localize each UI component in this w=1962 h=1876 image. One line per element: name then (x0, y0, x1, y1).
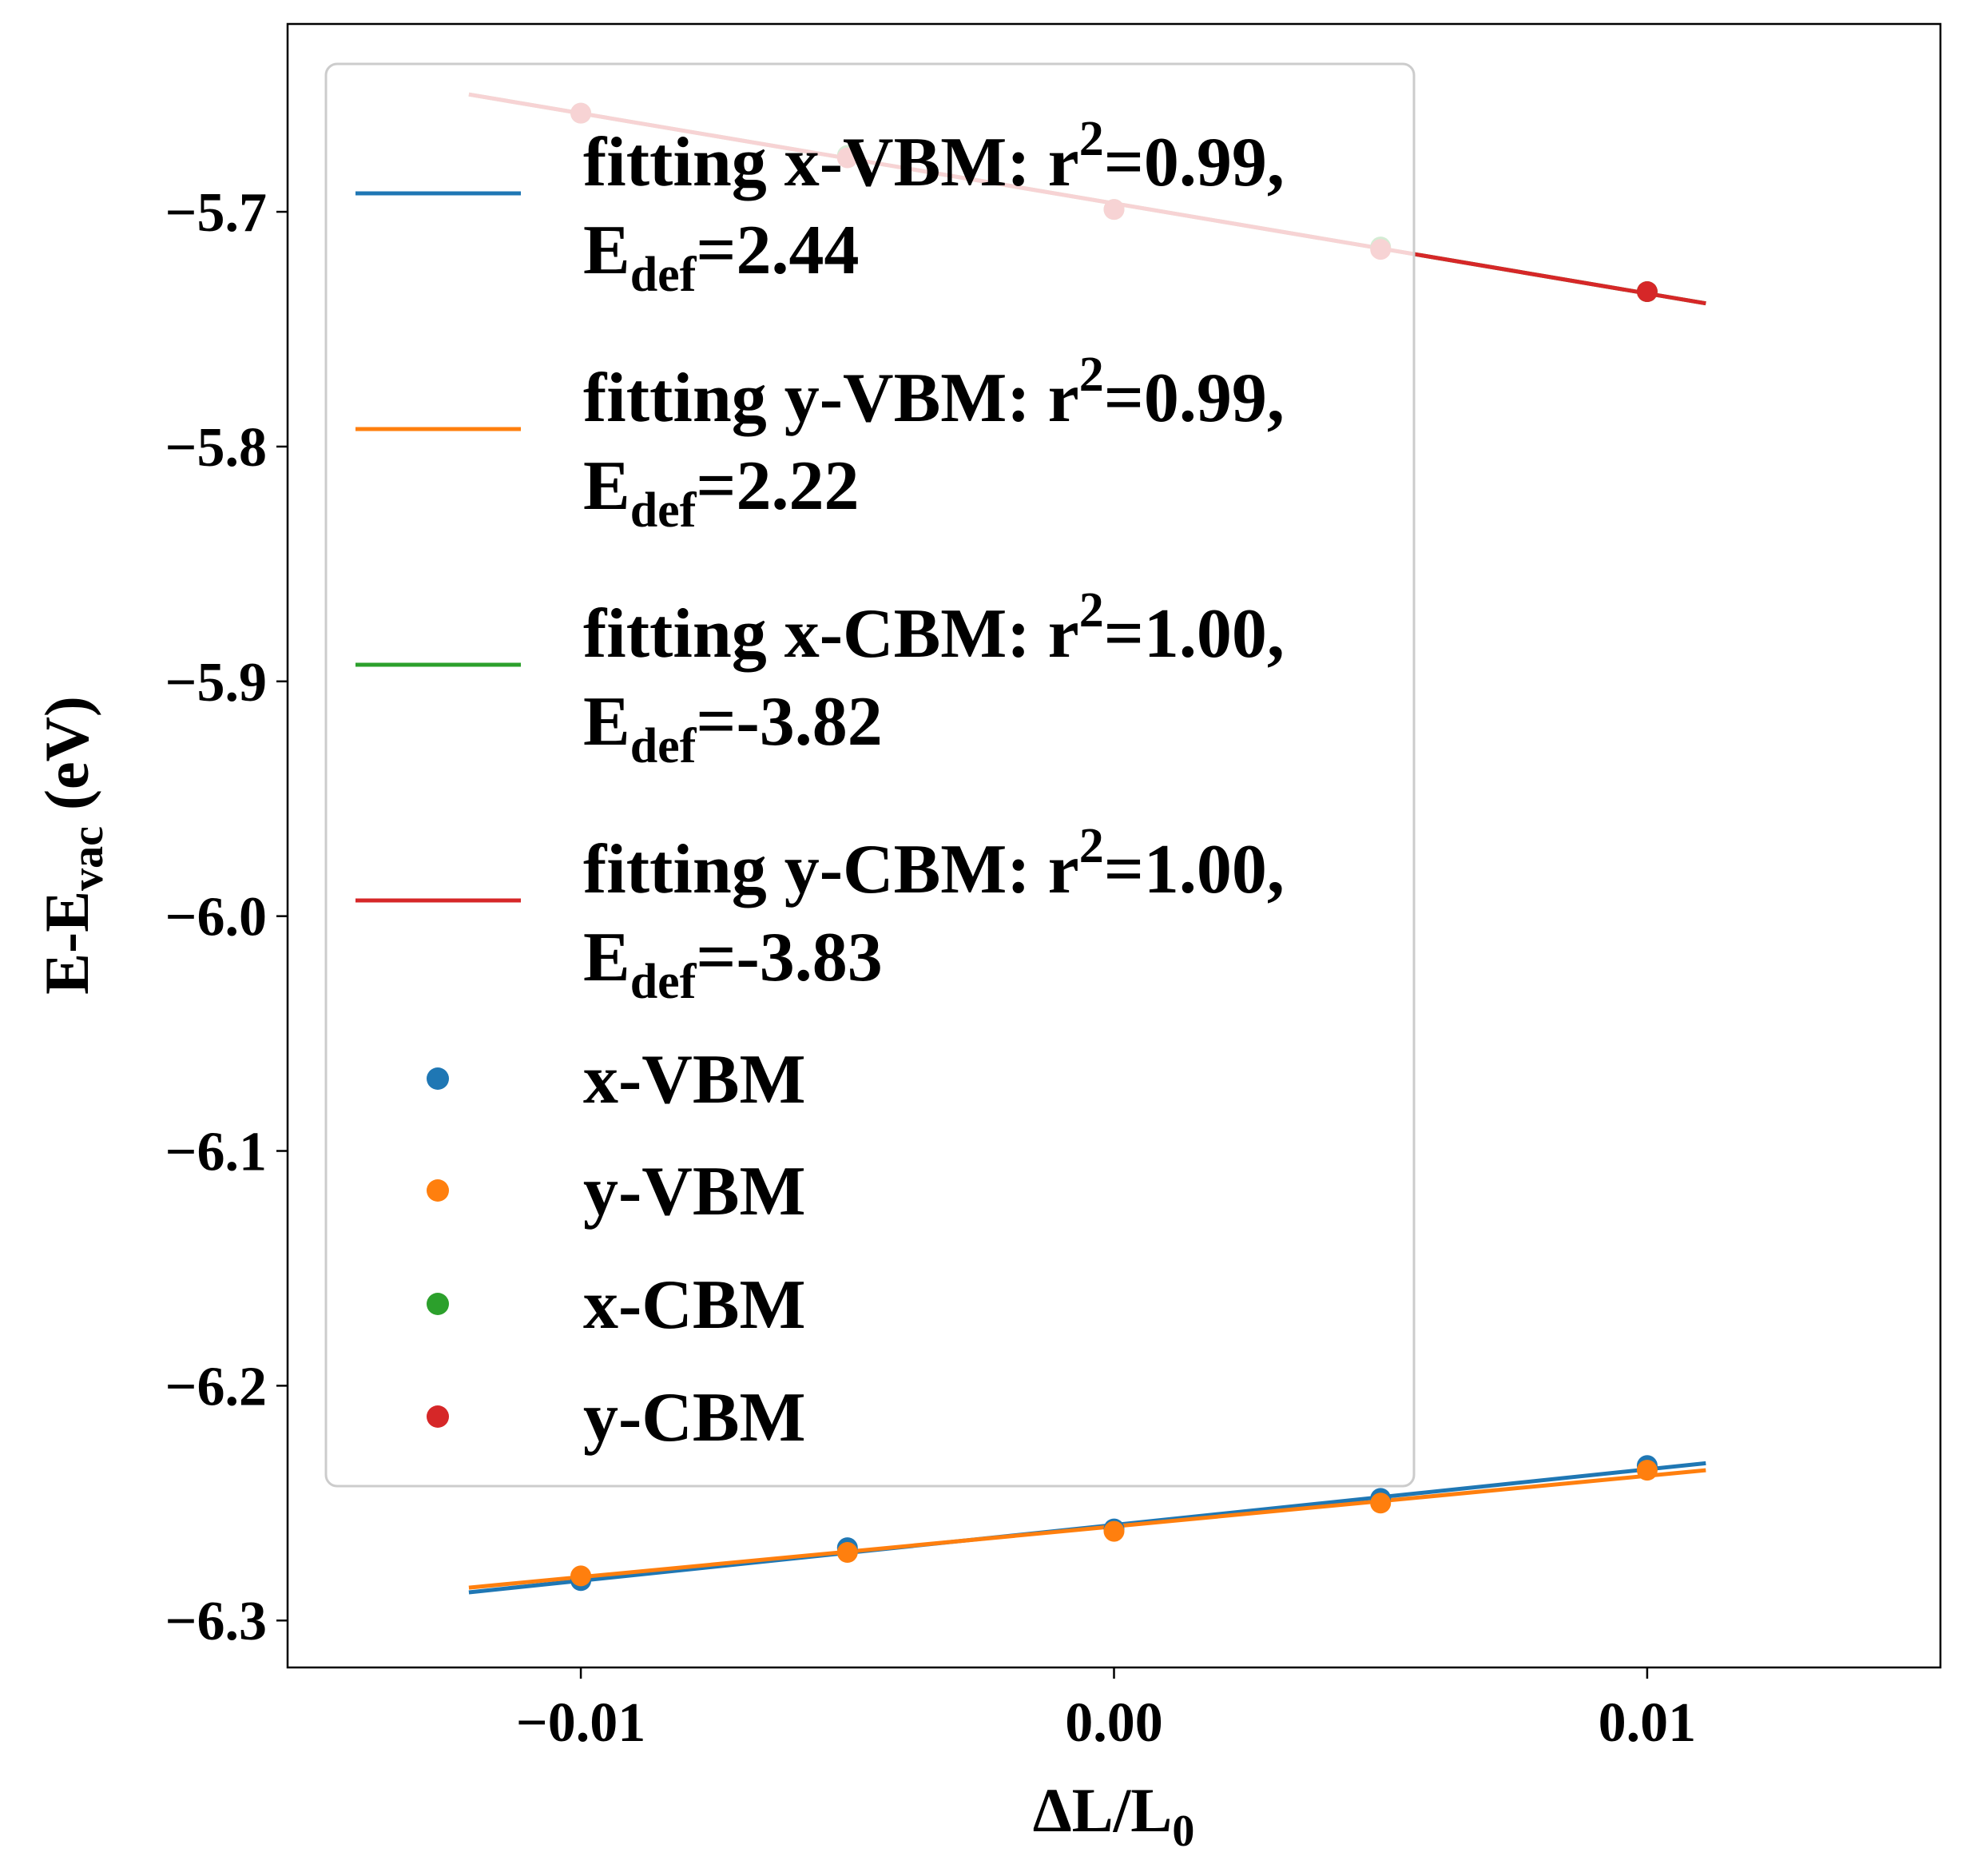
x-axis-title: ΔL/L0 (1033, 1775, 1195, 1856)
fit-line-y-vbm (468, 1468, 1706, 1590)
legend-scatter-marker (427, 1067, 449, 1090)
point-y-vbm (836, 1542, 858, 1564)
x-tick-label: 0.01 (1599, 1692, 1697, 1754)
y-axis-title: E-Evac (eV) (32, 696, 113, 995)
legend-scatter-label: x-CBM (583, 1266, 806, 1344)
point-y-cbm (1636, 280, 1658, 302)
y-axis-title-subscript: vac (63, 826, 113, 891)
legend-scatter-marker (427, 1179, 449, 1202)
y-tick-label: −5.9 (165, 652, 267, 713)
legend-fit-label-line1: fitting x-CBM: r2=1.00, (583, 583, 1285, 673)
point-y-vbm (1636, 1460, 1658, 1481)
legend: fitting x-VBM: r2=0.99, Edef=2.44 fitting … (355, 112, 1285, 1457)
legend-fit-label-line2: Edef=2.22 (583, 447, 860, 538)
x-tick-label: −0.01 (516, 1692, 645, 1754)
x-axis-title-subscript: 0 (1172, 1806, 1194, 1856)
legend-scatter-marker (427, 1293, 449, 1315)
y-tick-label: −6.2 (165, 1356, 267, 1417)
legend-scatter-label: y-VBM (583, 1153, 806, 1230)
y-axis-title-text: E-E (32, 891, 101, 995)
legend-scatter-marker (427, 1405, 449, 1428)
y-tick-label: −6.0 (165, 887, 267, 948)
legend-box (324, 62, 1416, 1488)
x-axis-title-text: ΔL/L (1033, 1775, 1173, 1845)
y-tick-label: −6.1 (165, 1122, 267, 1183)
y-tick-label: −5.8 (165, 417, 267, 479)
x-axis: −0.01 0.00 0.01 (516, 1667, 1696, 1754)
legend-scatter-label: x-VBM (583, 1041, 806, 1119)
legend-fit-label-line1: fitting x-VBM: r2=0.99, (583, 112, 1285, 201)
y-tick-label: −5.7 (165, 182, 267, 244)
y-axis: −5.7 −5.8 −5.9 −6.0 −6.1 −6.2 −6.3 (165, 182, 288, 1652)
legend-fit-label-line1: fitting y-VBM: r2=0.99, (583, 348, 1285, 437)
x-tick-label: 0.00 (1065, 1692, 1163, 1754)
point-y-vbm (570, 1565, 592, 1587)
legend-fit-label-line2: Edef=2.44 (583, 212, 860, 302)
legend-fit-label-line2: Edef=-3.83 (583, 919, 883, 1009)
legend-fit-label-line2: Edef=-3.82 (583, 683, 883, 773)
legend-fit-label-line1: fitting y-CBM: r2=1.00, (583, 819, 1285, 908)
point-y-vbm (1103, 1520, 1125, 1542)
legend-scatter-label: y-CBM (583, 1379, 806, 1457)
point-y-vbm (1370, 1492, 1392, 1514)
y-tick-label: −6.3 (165, 1591, 267, 1652)
y-axis-title-unit: (eV) (32, 696, 101, 810)
